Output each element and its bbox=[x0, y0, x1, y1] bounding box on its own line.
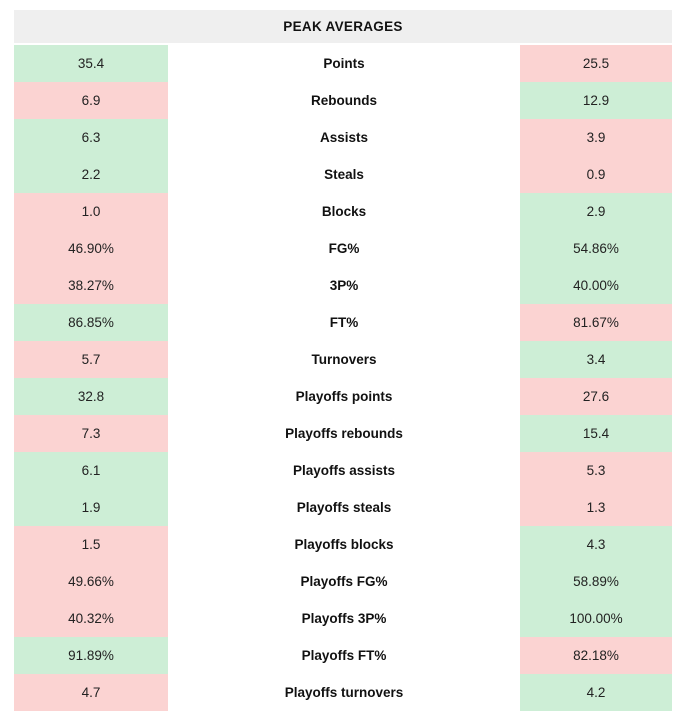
right-value-cell: 15.4 bbox=[520, 415, 672, 452]
stat-label: Playoffs FG% bbox=[168, 563, 520, 600]
right-value-cell: 12.9 bbox=[520, 82, 672, 119]
left-value-cell: 6.1 bbox=[14, 452, 168, 489]
left-value-cell: 40.32% bbox=[14, 600, 168, 637]
right-value-cell: 3.4 bbox=[520, 341, 672, 378]
stat-label: Playoffs turnovers bbox=[168, 674, 520, 711]
right-value-cell: 58.89% bbox=[520, 563, 672, 600]
stat-label: Blocks bbox=[168, 193, 520, 230]
left-value-cell: 5.7 bbox=[14, 341, 168, 378]
stat-row: 91.89% Playoffs FT% 82.18% bbox=[14, 637, 672, 674]
left-value-cell: 6.3 bbox=[14, 119, 168, 156]
stat-row: 1.9 Playoffs steals 1.3 bbox=[14, 489, 672, 526]
stat-label: Playoffs 3P% bbox=[168, 600, 520, 637]
left-value-cell: 49.66% bbox=[14, 563, 168, 600]
stat-label: Playoffs steals bbox=[168, 489, 520, 526]
stat-label: FT% bbox=[168, 304, 520, 341]
stat-label: Playoffs blocks bbox=[168, 526, 520, 563]
stat-label: Playoffs rebounds bbox=[168, 415, 520, 452]
stat-row: 7.3 Playoffs rebounds 15.4 bbox=[14, 415, 672, 452]
stat-row: 35.4 Points 25.5 bbox=[14, 45, 672, 82]
left-value-cell: 38.27% bbox=[14, 267, 168, 304]
stat-row: 2.2 Steals 0.9 bbox=[14, 156, 672, 193]
left-value-cell: 86.85% bbox=[14, 304, 168, 341]
right-value-cell: 82.18% bbox=[520, 637, 672, 674]
left-value-cell: 32.8 bbox=[14, 378, 168, 415]
stat-label: Assists bbox=[168, 119, 520, 156]
right-value-cell: 0.9 bbox=[520, 156, 672, 193]
right-value-cell: 25.5 bbox=[520, 45, 672, 82]
right-value-cell: 3.9 bbox=[520, 119, 672, 156]
stat-label: Steals bbox=[168, 156, 520, 193]
right-value-cell: 81.67% bbox=[520, 304, 672, 341]
right-value-cell: 4.3 bbox=[520, 526, 672, 563]
right-value-cell: 4.2 bbox=[520, 674, 672, 711]
left-value-cell: 1.0 bbox=[14, 193, 168, 230]
stat-row: 40.32% Playoffs 3P% 100.00% bbox=[14, 600, 672, 637]
table-body: 35.4 Points 25.5 6.9 Rebounds 12.9 6.3 Assists 3… bbox=[14, 45, 672, 711]
stat-row: 6.1 Playoffs assists 5.3 bbox=[14, 452, 672, 489]
right-value-cell: 54.86% bbox=[520, 230, 672, 267]
stat-row: 38.27% 3P% 40.00% bbox=[14, 267, 672, 304]
left-value-cell: 1.9 bbox=[14, 489, 168, 526]
stat-row: 5.7 Turnovers 3.4 bbox=[14, 341, 672, 378]
peak-averages-comparison-table: PEAK AVERAGES 35.4 Points 25.5 6.9 Rebounds 1… bbox=[14, 10, 672, 711]
stat-row: 6.3 Assists 3.9 bbox=[14, 119, 672, 156]
stat-label: Points bbox=[168, 45, 520, 82]
right-value-cell: 5.3 bbox=[520, 452, 672, 489]
left-value-cell: 91.89% bbox=[14, 637, 168, 674]
left-value-cell: 6.9 bbox=[14, 82, 168, 119]
stat-label: Playoffs points bbox=[168, 378, 520, 415]
table-title: PEAK AVERAGES bbox=[283, 19, 403, 34]
right-value-cell: 40.00% bbox=[520, 267, 672, 304]
table-title-bar: PEAK AVERAGES bbox=[14, 10, 672, 43]
stat-row: 1.0 Blocks 2.9 bbox=[14, 193, 672, 230]
stat-label: Turnovers bbox=[168, 341, 520, 378]
right-value-cell: 1.3 bbox=[520, 489, 672, 526]
stat-row: 49.66% Playoffs FG% 58.89% bbox=[14, 563, 672, 600]
right-value-cell: 2.9 bbox=[520, 193, 672, 230]
stat-label: Playoffs assists bbox=[168, 452, 520, 489]
stat-label: Rebounds bbox=[168, 82, 520, 119]
stat-label: 3P% bbox=[168, 267, 520, 304]
stat-row: 6.9 Rebounds 12.9 bbox=[14, 82, 672, 119]
stat-row: 86.85% FT% 81.67% bbox=[14, 304, 672, 341]
left-value-cell: 7.3 bbox=[14, 415, 168, 452]
left-value-cell: 35.4 bbox=[14, 45, 168, 82]
stat-row: 46.90% FG% 54.86% bbox=[14, 230, 672, 267]
right-value-cell: 27.6 bbox=[520, 378, 672, 415]
stat-row: 32.8 Playoffs points 27.6 bbox=[14, 378, 672, 415]
left-value-cell: 1.5 bbox=[14, 526, 168, 563]
stat-row: 4.7 Playoffs turnovers 4.2 bbox=[14, 674, 672, 711]
right-value-cell: 100.00% bbox=[520, 600, 672, 637]
stat-row: 1.5 Playoffs blocks 4.3 bbox=[14, 526, 672, 563]
left-value-cell: 4.7 bbox=[14, 674, 168, 711]
stat-label: FG% bbox=[168, 230, 520, 267]
left-value-cell: 46.90% bbox=[14, 230, 168, 267]
stat-label: Playoffs FT% bbox=[168, 637, 520, 674]
left-value-cell: 2.2 bbox=[14, 156, 168, 193]
